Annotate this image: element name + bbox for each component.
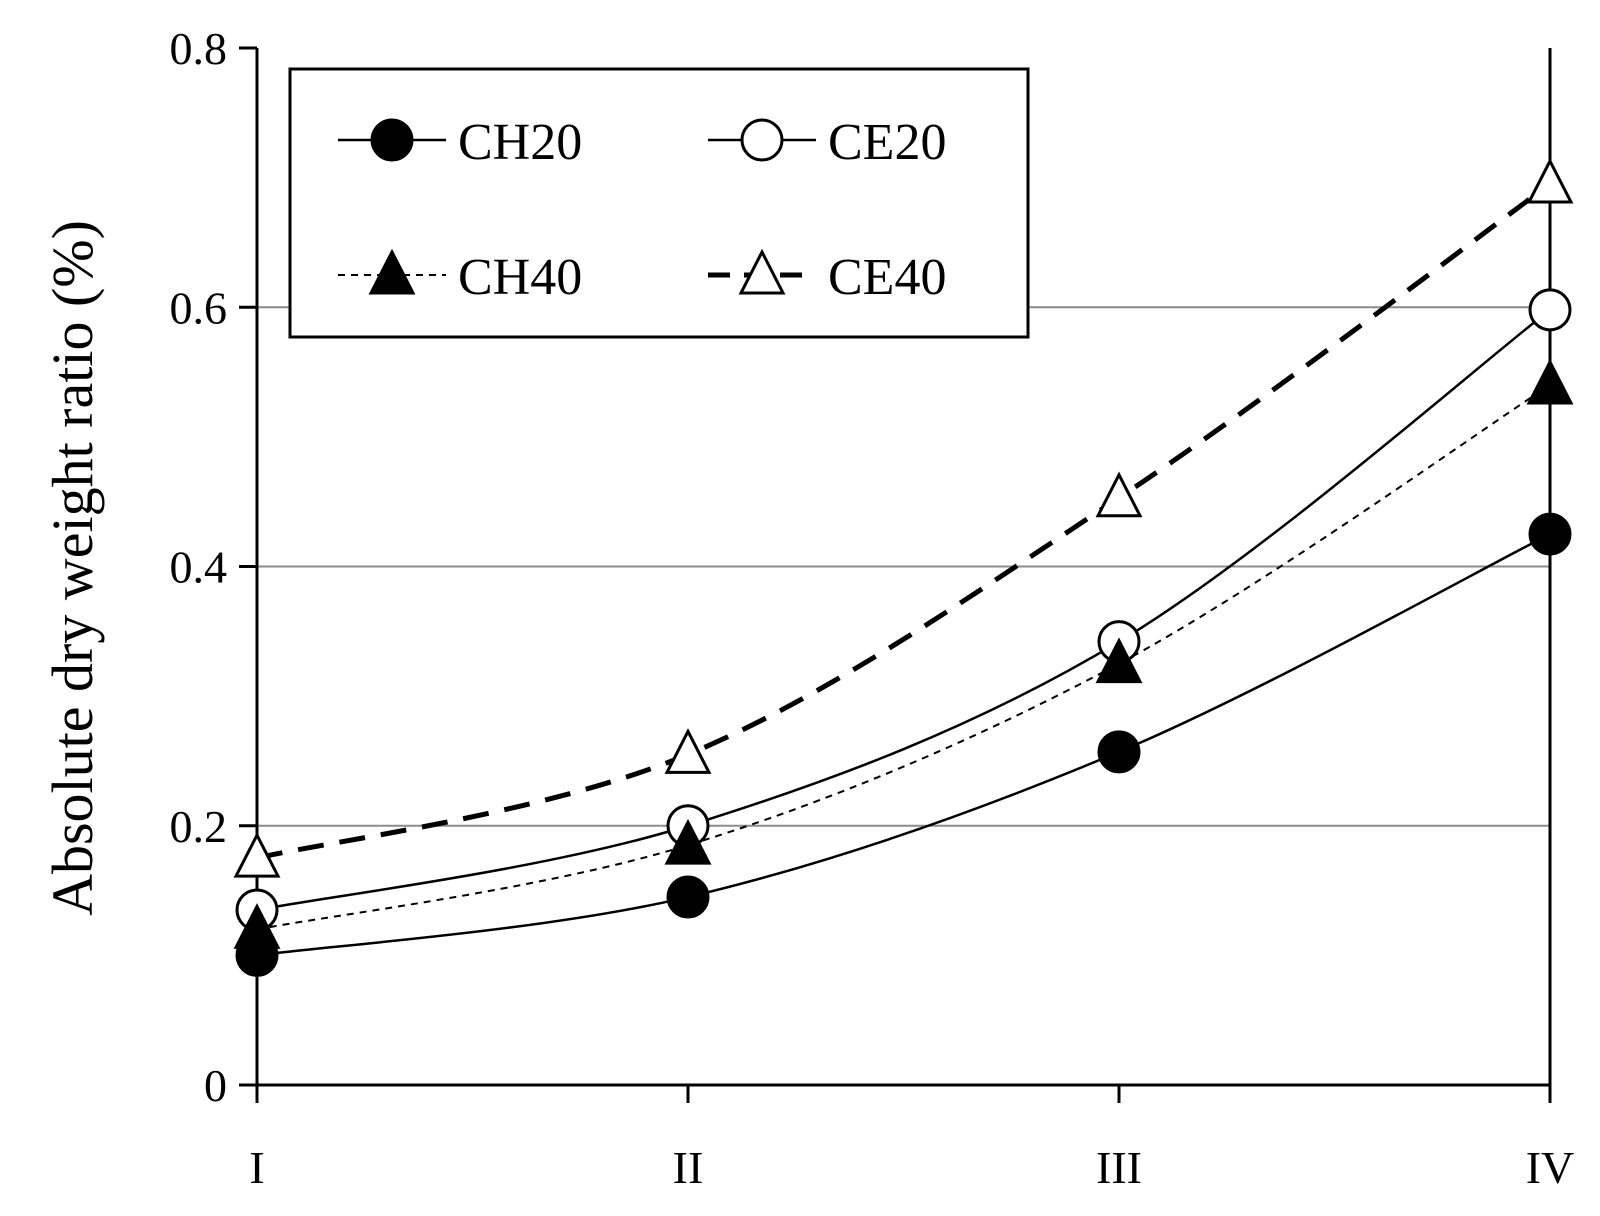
y-tick-label: 0.4 [170,542,228,593]
legend-label-ch20: CH20 [458,114,582,171]
legend-label-ce40: CE40 [828,249,946,306]
data-point-ch20 [1528,512,1572,556]
y-tick-label: 0 [204,1060,227,1111]
y-tick-label: 0.8 [170,23,228,74]
legend-marker-ch20 [370,118,414,162]
data-point-ch40 [1526,358,1574,405]
data-point-ce40 [233,831,281,878]
legend-marker-ce40 [738,248,786,295]
data-point-ch20 [1097,730,1141,774]
series-line-ch20 [256,532,1551,957]
legend-marker-ch40 [368,248,416,295]
x-tick-label: IV [1526,1142,1575,1193]
y-axis-title: Absolute dry weight ratio (%) [40,220,105,916]
legend-label-ce20: CE20 [828,114,946,171]
x-tick-label: II [673,1142,704,1193]
series-layer [233,157,1574,977]
data-point-ch40 [664,818,712,865]
legend: CH20 CE20 CH40 CE40 [288,67,1030,339]
legend-marker-ce20 [740,118,784,162]
axis-layer: 00.20.40.60.8I II III IV [170,23,1575,1193]
series-line-ch40 [256,384,1551,931]
x-tick-label: I [249,1142,264,1193]
data-point-ch20 [666,875,710,919]
data-point-ce20 [1528,288,1572,332]
data-point-ch20 [235,933,279,977]
legend-label-ch40: CH40 [458,249,582,306]
y-tick-label: 0.6 [170,282,228,333]
data-point-ce40 [664,728,712,774]
x-tick-label: III [1096,1142,1142,1193]
data-point-ce40 [1095,471,1143,518]
y-tick-label: 0.2 [170,801,228,852]
series-line-ce20 [256,308,1551,912]
data-point-ce40 [1526,157,1574,204]
data-point-ch40 [1095,637,1143,684]
